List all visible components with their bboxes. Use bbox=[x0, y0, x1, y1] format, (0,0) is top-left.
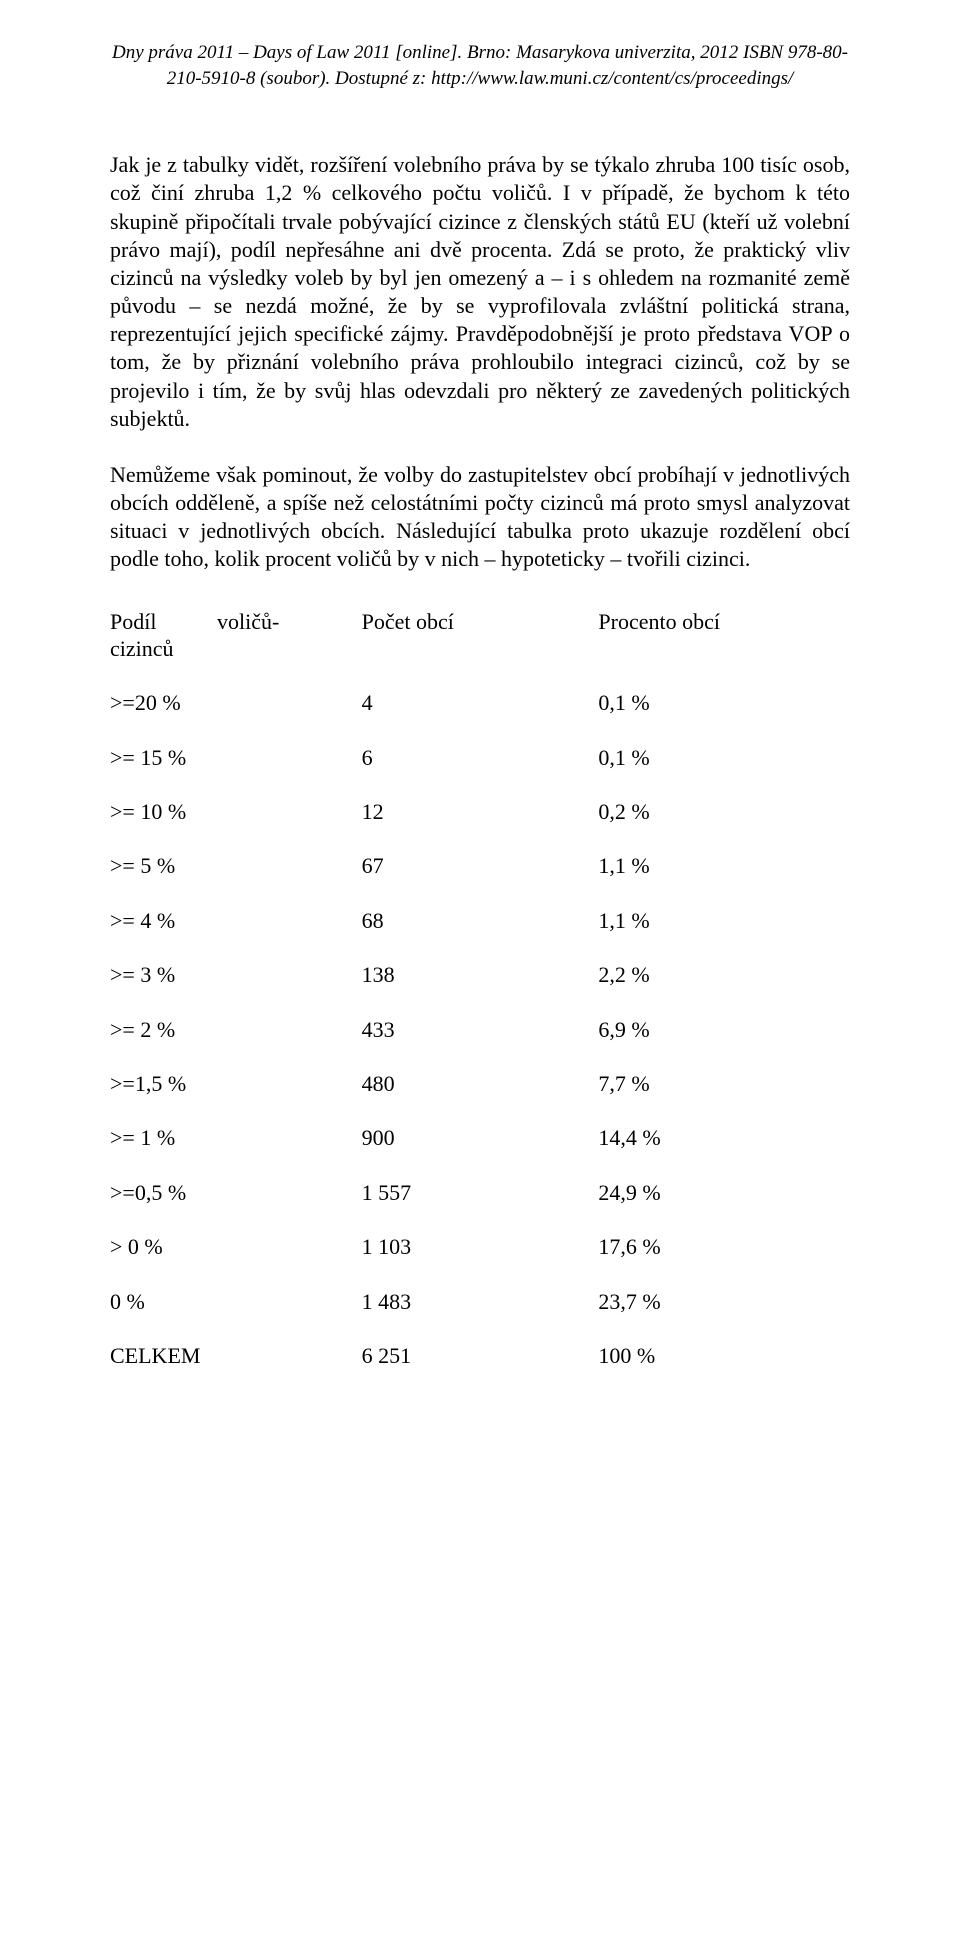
table-header-col1-part3: cizinců bbox=[110, 636, 174, 661]
table-cell: 1,1 % bbox=[598, 880, 850, 934]
table-cell: >=0,5 % bbox=[110, 1152, 362, 1206]
table-row: >=0,5 % 1 557 24,9 % bbox=[110, 1152, 850, 1206]
table-row: >= 3 % 138 2,2 % bbox=[110, 934, 850, 988]
table-cell: 0,1 % bbox=[598, 662, 850, 716]
table-cell: 138 bbox=[362, 934, 599, 988]
header-line-1: Dny práva 2011 – Days of Law 2011 [onlin… bbox=[112, 42, 848, 63]
table-cell: 0,1 % bbox=[598, 717, 850, 771]
table-header-col3: Procento obcí bbox=[598, 601, 850, 662]
table-row: >= 15 % 6 0,1 % bbox=[110, 717, 850, 771]
table-cell: >=1,5 % bbox=[110, 1043, 362, 1097]
table-cell: 0,2 % bbox=[598, 771, 850, 825]
table-cell: 433 bbox=[362, 989, 599, 1043]
table-row: >= 2 % 433 6,9 % bbox=[110, 989, 850, 1043]
table-cell: 100 % bbox=[598, 1315, 850, 1369]
table-row: > 0 % 1 103 17,6 % bbox=[110, 1206, 850, 1260]
table-cell: 68 bbox=[362, 880, 599, 934]
paragraph-2: Nemůžeme však pominout, že volby do zast… bbox=[110, 461, 850, 574]
header-line-2: 210-5910-8 (soubor). Dostupné z: http://… bbox=[167, 68, 794, 89]
table-cell: >= 2 % bbox=[110, 989, 362, 1043]
table-row: >= 4 % 68 1,1 % bbox=[110, 880, 850, 934]
table-row: 0 % 1 483 23,7 % bbox=[110, 1261, 850, 1315]
table-cell: 2,2 % bbox=[598, 934, 850, 988]
table-cell: 7,7 % bbox=[598, 1043, 850, 1097]
page-header: Dny práva 2011 – Days of Law 2011 [onlin… bbox=[110, 40, 850, 91]
table-row: >= 1 % 900 14,4 % bbox=[110, 1097, 850, 1151]
table-cell: 6 251 bbox=[362, 1315, 599, 1369]
table-cell: 6,9 % bbox=[598, 989, 850, 1043]
table-cell: 1,1 % bbox=[598, 825, 850, 879]
table-cell: >= 10 % bbox=[110, 771, 362, 825]
table-cell: >= 4 % bbox=[110, 880, 362, 934]
table-header-col1-part1: Podíl bbox=[110, 609, 156, 634]
table-cell: 1 557 bbox=[362, 1152, 599, 1206]
table-cell: 67 bbox=[362, 825, 599, 879]
paragraph-1: Jak je z tabulky vidět, rozšíření volebn… bbox=[110, 151, 850, 433]
table-cell: 17,6 % bbox=[598, 1206, 850, 1260]
table-cell: >= 15 % bbox=[110, 717, 362, 771]
table-header-row: Podíl voličů- cizinců Počet obcí Procent… bbox=[110, 601, 850, 662]
table-cell: 0 % bbox=[110, 1261, 362, 1315]
table-cell: 480 bbox=[362, 1043, 599, 1097]
table-cell: 4 bbox=[362, 662, 599, 716]
table-cell: >= 3 % bbox=[110, 934, 362, 988]
table-cell: >= 5 % bbox=[110, 825, 362, 879]
table-row: >=1,5 % 480 7,7 % bbox=[110, 1043, 850, 1097]
table-row: CELKEM 6 251 100 % bbox=[110, 1315, 850, 1369]
table-cell: 24,9 % bbox=[598, 1152, 850, 1206]
table-cell: 1 483 bbox=[362, 1261, 599, 1315]
data-table: Podíl voličů- cizinců Počet obcí Procent… bbox=[110, 601, 850, 1369]
table-row: >= 5 % 67 1,1 % bbox=[110, 825, 850, 879]
table-cell: 14,4 % bbox=[598, 1097, 850, 1151]
table-cell: CELKEM bbox=[110, 1315, 362, 1369]
table-row: >=20 % 4 0,1 % bbox=[110, 662, 850, 716]
table-cell: 900 bbox=[362, 1097, 599, 1151]
table-cell: 23,7 % bbox=[598, 1261, 850, 1315]
table-cell: 12 bbox=[362, 771, 599, 825]
table-row: >= 10 % 12 0,2 % bbox=[110, 771, 850, 825]
table-cell: >=20 % bbox=[110, 662, 362, 716]
table-cell: 6 bbox=[362, 717, 599, 771]
table-cell: >= 1 % bbox=[110, 1097, 362, 1151]
table-header-col2: Počet obcí bbox=[362, 601, 599, 662]
table-header-col1-part2: voličů- bbox=[217, 609, 279, 634]
table-cell: > 0 % bbox=[110, 1206, 362, 1260]
table-cell: 1 103 bbox=[362, 1206, 599, 1260]
table-header-col1: Podíl voličů- cizinců bbox=[110, 601, 362, 662]
